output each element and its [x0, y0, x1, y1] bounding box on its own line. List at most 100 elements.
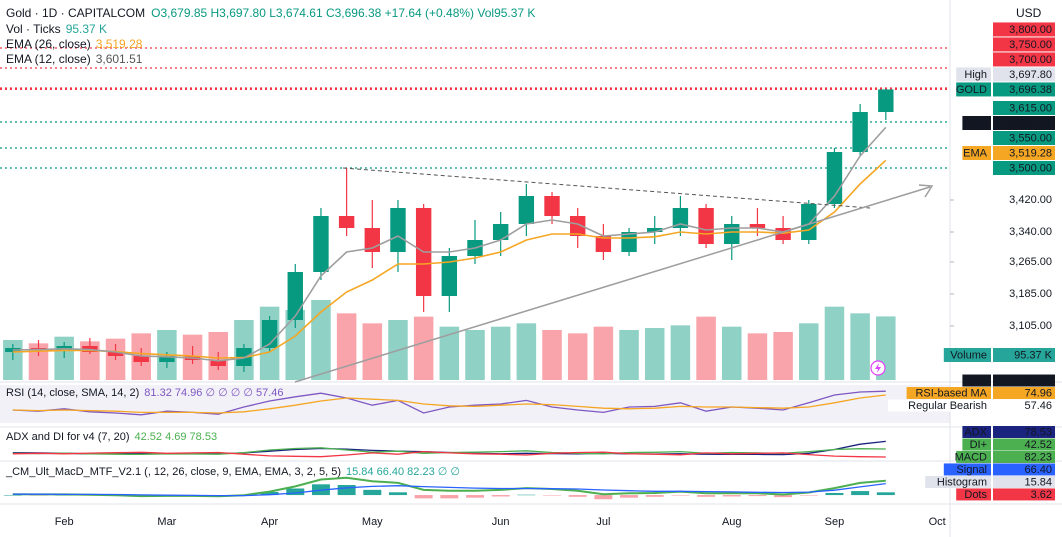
volume-bar: [516, 323, 537, 380]
badge-name: MACD: [955, 451, 987, 463]
badge-box: [993, 463, 1055, 476]
candle-body: [647, 228, 663, 232]
chart-title: Gold · 1D · CAPITALCOM: [6, 6, 145, 20]
histogram-bar: [414, 495, 433, 499]
y-tick-label: 3,420.00: [1009, 194, 1052, 206]
header-line: Gold · 1D · CAPITALCOM O3,679.85 H3,697.8…: [6, 6, 535, 20]
candle-body: [749, 224, 766, 228]
legend-name: Vol · Ticks: [6, 22, 61, 36]
indicator-line: [12, 394, 886, 414]
indicator-line: [12, 450, 886, 458]
badge-box: [993, 146, 1055, 160]
badge-box: [993, 22, 1055, 37]
badge-name-box: [943, 463, 991, 476]
histogram-bar: [645, 495, 664, 497]
candle-body: [441, 256, 458, 296]
ema-line: [12, 126, 887, 362]
badge-name-box: [956, 67, 991, 82]
badge-name: RSI: [969, 375, 987, 387]
badge-box: [993, 374, 1055, 387]
badge-value: 42.52: [1024, 439, 1052, 451]
trendline-arrow: [294, 186, 931, 383]
badge-value: 81.32: [1024, 375, 1052, 387]
volume-bar: [28, 343, 49, 380]
badge-name: Dots: [964, 489, 987, 501]
indicator-line: [12, 482, 886, 497]
badge-value: 3,697.80: [1009, 69, 1052, 81]
badge-box: [993, 82, 1055, 97]
badge-name: GOLD: [956, 84, 987, 96]
badge-value: 74.96: [1024, 387, 1052, 399]
badge-name: ADX: [964, 426, 987, 438]
candle-body: [878, 89, 894, 112]
badge-name-box: [962, 426, 991, 439]
y-tick-label: 3,105.00: [1009, 320, 1052, 332]
badge-name-box: [962, 146, 991, 160]
badge-box: [993, 438, 1055, 451]
candle-body: [261, 320, 278, 348]
badge-value: 82.23: [1024, 451, 1052, 463]
volume-bar: [439, 326, 460, 380]
pane-header: RSI (14, close, SMA, 14, 2) 81.32 74.96 ∅…: [6, 387, 284, 399]
y-tick-label: 3,340.00: [1009, 226, 1052, 238]
pane-title: ADX and DI for v4 (7, 20): [6, 431, 130, 443]
badge-value: 3,615.00: [1009, 102, 1052, 114]
badge-name-box: [962, 116, 991, 130]
pane-title: _CM_Ult_MacD_MTF_V2.1 (, 12, 26, close, …: [5, 466, 341, 478]
pane-values: 15.84 66.40 82.23 ∅ ∅: [346, 466, 460, 478]
ohlc: O3,679.85 H3,697.80 L3,674.61 C3,696.38 …: [151, 6, 535, 20]
indicator-line: [12, 476, 886, 498]
histogram-bar: [825, 492, 844, 496]
candle-body: [338, 216, 355, 228]
pane-values: 42.52 4.69 78.53: [135, 431, 218, 443]
x-tick-label: Jul: [596, 516, 610, 528]
volume-bar: [799, 323, 819, 380]
plot-layer: 3,105.00 3,185.00 3,265.00 3,340.00 3,420.00…: [0, 22, 1055, 528]
x-tick-label: Mar: [157, 516, 176, 528]
alert-icon-bolt: [875, 363, 881, 373]
badge-box: [993, 426, 1055, 439]
badge-box: [993, 52, 1055, 67]
badge-box: [993, 161, 1055, 175]
badge-value: 3,550.00: [1009, 132, 1052, 144]
badge-value: 3.62: [1031, 489, 1052, 501]
candle-body: [518, 196, 535, 224]
volume-bar: [413, 316, 434, 380]
ema-line: [12, 159, 887, 359]
x-tick-label: May: [362, 516, 383, 528]
legend-line: EMA (26, close) 3,519.28: [6, 37, 143, 51]
volume-bar: [644, 328, 665, 380]
badge-name-box: [925, 475, 991, 488]
x-tick-label: Aug: [722, 516, 742, 528]
x-tick-label: Jun: [492, 516, 510, 528]
badge-name: Volume: [950, 349, 987, 361]
pane-values: 81.32 74.96 ∅ ∅ ∅ ∅ 57.46: [144, 387, 283, 399]
histogram-bar: [594, 495, 613, 500]
volume-bar: [619, 330, 639, 380]
badge-name: Signal: [956, 464, 987, 476]
histogram-bar: [697, 495, 716, 497]
badge-box: [993, 450, 1055, 463]
histogram-bar: [748, 495, 767, 497]
candle-body: [544, 196, 560, 216]
badge-box: [993, 37, 1055, 52]
y-tick-label: 3,185.00: [1009, 288, 1052, 300]
badge-value: 3,700.00: [1009, 54, 1052, 66]
candle-body: [133, 356, 149, 362]
rsi-band: [0, 385, 950, 423]
volume-bar: [285, 310, 306, 380]
badge-name-box: [888, 399, 991, 412]
candle-body: [852, 112, 868, 152]
volume-bar: [850, 313, 870, 380]
volume-bar: [670, 325, 691, 380]
badge-value: 57.46: [1024, 400, 1052, 412]
badge-name: EMA: [963, 117, 988, 129]
histogram-bar: [466, 495, 484, 498]
candle-body: [313, 216, 329, 272]
badge-box: [993, 348, 1055, 362]
legend-value: 95.37 K: [66, 22, 107, 36]
badge-name-box: [943, 348, 991, 362]
badge-value: 78.53: [1024, 426, 1052, 438]
badge-box: [993, 387, 1055, 400]
